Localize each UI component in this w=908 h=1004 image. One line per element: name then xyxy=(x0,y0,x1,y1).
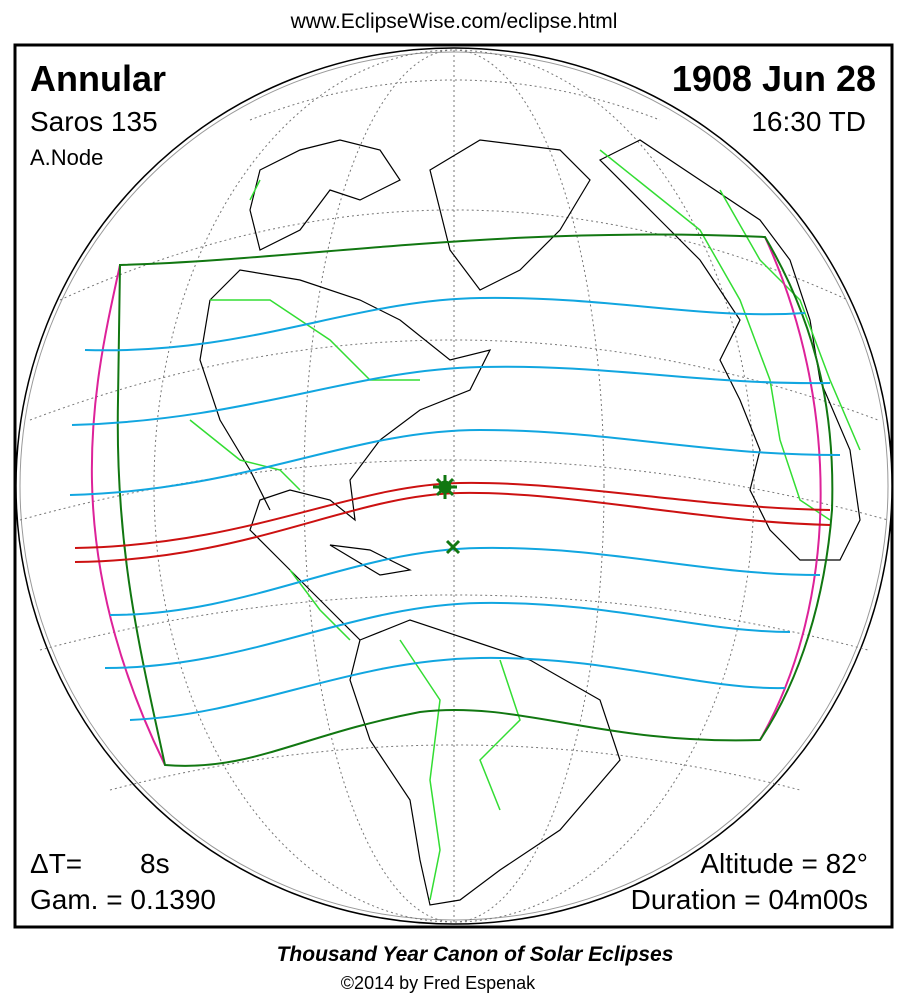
url: www.EclipseWise.com/eclipse.html xyxy=(290,10,618,33)
delta-t: 8s xyxy=(140,848,170,879)
node: A.Node xyxy=(30,145,103,170)
delta-t-label: ΔT= xyxy=(30,848,82,879)
saros: Saros 135 xyxy=(30,106,158,137)
copyright: ©2014 by Fred Espenak xyxy=(341,973,536,993)
eclipse-lines xyxy=(69,296,841,721)
subsolar-point xyxy=(445,539,461,555)
footer-title: Thousand Year Canon of Solar Eclipses xyxy=(277,943,674,966)
time: 16:30 TD xyxy=(751,106,866,137)
gamma: Gam. = 0.1390 xyxy=(30,884,216,915)
greatest-eclipse xyxy=(433,475,457,499)
limit-curve xyxy=(90,264,166,766)
duration: Duration = 04m00s xyxy=(631,884,868,915)
eclipse-date: 1908 Jun 28 xyxy=(672,58,876,99)
altitude: Altitude = 82° xyxy=(700,848,868,879)
eclipse-type: Annular xyxy=(30,58,166,99)
penumbra-outline xyxy=(116,233,834,767)
globe xyxy=(15,47,893,925)
limit-curve xyxy=(759,236,822,741)
